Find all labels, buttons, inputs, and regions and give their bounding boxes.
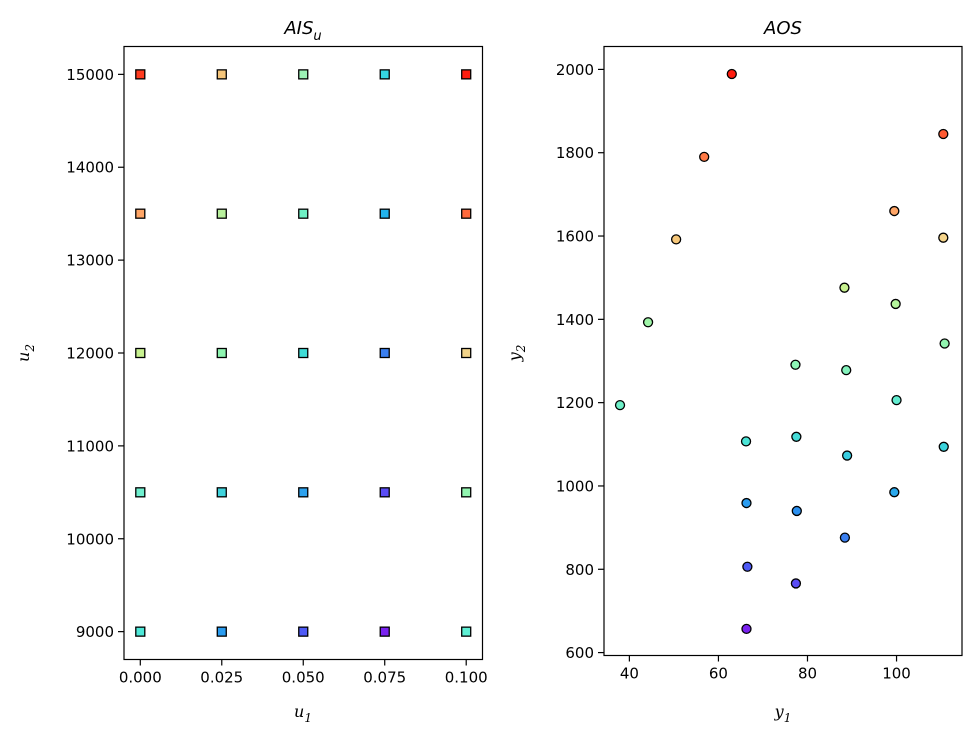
chart-aos-point xyxy=(642,317,654,328)
chart-aos-point xyxy=(839,282,850,293)
chart-ais-u-point xyxy=(379,487,390,498)
chart-ais-u-ytick-label: 10000 xyxy=(66,530,114,548)
chart-ais-u-ytick-label: 13000 xyxy=(66,252,114,270)
chart-ais-u-title: AISu xyxy=(283,18,321,44)
chart-aos-point xyxy=(939,338,950,349)
chart-ais-u-point xyxy=(216,626,227,637)
chart-aos-point xyxy=(699,151,710,163)
chart-aos-frame xyxy=(603,45,963,657)
chart-aos-ytick-label: 800 xyxy=(565,561,594,579)
chart-ais-u-point xyxy=(298,347,309,359)
chart-ais-u-point xyxy=(461,626,472,637)
chart-aos-point xyxy=(938,232,949,243)
chart-aos-points xyxy=(614,68,950,634)
chart-aos-point xyxy=(614,400,626,411)
chart-ais-u: AISu 0.000 0.025 0.050 0.075 0.100 9000 10000 1… xyxy=(14,18,488,725)
chart-aos-ytick-label: 1200 xyxy=(556,394,594,412)
chart-ais-u-ytick-label: 9000 xyxy=(76,623,114,641)
chart-aos-point xyxy=(889,487,900,498)
chart-ais-u-point xyxy=(461,347,472,359)
chart-aos-point xyxy=(742,561,753,572)
chart-ais-u-point xyxy=(298,626,309,637)
chart-aos-xlabel: y1 xyxy=(774,702,792,725)
chart-ais-u-frame xyxy=(123,45,484,661)
chart-aos-point xyxy=(889,205,900,217)
chart-ais-u-point xyxy=(135,487,146,498)
chart-aos-ytick-label: 1000 xyxy=(556,477,594,495)
chart-ais-u-ytick-label: 14000 xyxy=(66,159,114,177)
chart-aos-ytick-label: 1600 xyxy=(556,228,594,246)
chart-aos-ylabel: y2 xyxy=(505,345,528,363)
chart-ais-u-ytick-label: 11000 xyxy=(66,437,114,455)
chart-aos-point xyxy=(670,234,682,245)
chart-ais-u-xtick-label: 0.025 xyxy=(200,669,243,687)
chart-aos-point xyxy=(791,431,802,442)
chart-aos: AOS 40 60 80 100 600 800 1000 1200 1400 1600 1800 2… xyxy=(505,18,963,725)
chart-ais-u-point xyxy=(298,69,309,80)
chart-aos-xtick-label: 60 xyxy=(709,665,728,683)
chart-ais-u-ytick-label: 12000 xyxy=(66,345,114,363)
chart-aos-point xyxy=(740,436,752,447)
chart-aos-point xyxy=(841,450,853,461)
chart-ais-u-ticks: 0.000 0.025 0.050 0.075 0.100 9000 10000 11000 1… xyxy=(66,66,487,687)
chart-ais-u-xtick-label: 0.075 xyxy=(363,669,406,687)
chart-aos-xtick-label: 80 xyxy=(798,665,817,683)
chart-aos-point xyxy=(841,365,852,376)
chart-aos-ytick-label: 600 xyxy=(565,644,594,662)
chart-ais-u-point xyxy=(135,208,146,219)
chart-aos-point xyxy=(741,623,752,634)
chart-aos-point xyxy=(938,128,949,140)
chart-ais-u-xlabel: u1 xyxy=(294,702,312,725)
chart-ais-u-xtick-label: 0.100 xyxy=(445,669,488,687)
chart-aos-point xyxy=(839,532,851,543)
chart-aos-point xyxy=(938,441,949,452)
chart-aos-point xyxy=(890,298,901,310)
chart-aos-point xyxy=(790,578,802,589)
chart-aos-point xyxy=(790,359,801,370)
chart-ais-u-point xyxy=(461,487,472,498)
chart-aos-point xyxy=(791,505,802,517)
chart-aos-xtick-label: 100 xyxy=(882,665,911,683)
chart-aos-ytick-label: 1800 xyxy=(556,144,594,162)
chart-aos-point xyxy=(741,497,752,509)
chart-aos-ticks: 40 60 80 100 600 800 1000 1200 1400 1600 1800 2000 xyxy=(556,61,911,683)
chart-ais-u-xtick-label: 0.000 xyxy=(119,669,162,687)
chart-ais-u-point xyxy=(379,208,390,219)
chart-ais-u-point xyxy=(461,208,472,219)
chart-ais-u-points xyxy=(135,69,472,637)
chart-aos-point xyxy=(726,68,737,80)
chart-aos-xtick-label: 40 xyxy=(620,665,639,683)
chart-ais-u-xtick-label: 0.050 xyxy=(282,669,325,687)
chart-ais-u-point xyxy=(216,69,227,80)
chart-aos-ytick-label: 2000 xyxy=(556,61,594,79)
chart-ais-u-point xyxy=(216,208,227,219)
chart-ais-u-ylabel: u2 xyxy=(14,344,37,362)
chart-ais-u-point xyxy=(216,347,227,359)
chart-ais-u-point xyxy=(216,487,227,498)
chart-ais-u-ytick-label: 15000 xyxy=(66,66,114,84)
chart-ais-u-point xyxy=(461,69,472,80)
chart-ais-u-point xyxy=(379,69,390,80)
chart-ais-u-point xyxy=(135,69,146,80)
chart-ais-u-point xyxy=(298,208,309,219)
chart-aos-title: AOS xyxy=(763,18,802,39)
chart-aos-point xyxy=(891,395,902,406)
chart-ais-u-point xyxy=(135,347,146,359)
chart-ais-u-point xyxy=(379,626,390,637)
chart-ais-u-point xyxy=(135,626,146,637)
chart-ais-u-point xyxy=(298,487,309,498)
chart-aos-ytick-label: 1400 xyxy=(556,311,594,329)
chart-ais-u-point xyxy=(379,347,390,359)
